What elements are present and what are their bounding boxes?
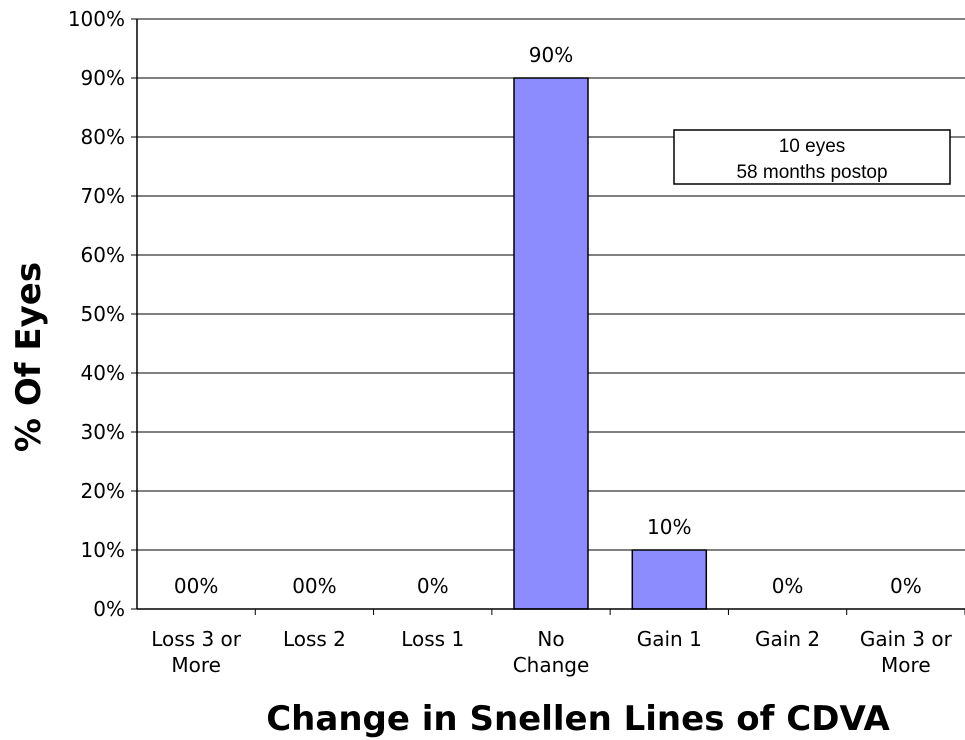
y-tick-label: 70% xyxy=(81,184,125,208)
category-label: Loss 2 xyxy=(283,627,346,651)
y-tick-label: 50% xyxy=(81,302,125,326)
category-label: Gain 1 xyxy=(637,627,702,651)
axes xyxy=(136,19,965,610)
data-label: 10% xyxy=(647,515,691,539)
y-tick-label: 10% xyxy=(81,538,125,562)
category-label: No xyxy=(537,627,564,651)
y-tick-label: 0% xyxy=(93,597,125,621)
y-tick-label: 40% xyxy=(81,361,125,385)
category-label: More xyxy=(881,653,931,677)
y-axis-label: % Of Eyes xyxy=(9,262,49,452)
y-tick-label: 100% xyxy=(68,7,125,31)
data-label: 0% xyxy=(772,574,804,598)
annotation-line-2: 58 months postop xyxy=(736,162,887,183)
data-label: 0% xyxy=(890,574,922,598)
annotation-border xyxy=(673,129,951,185)
category-label: More xyxy=(171,653,221,677)
y-axis-ticks: 0% 10% 20% 30% 40% 50% 60% 70% 80% 90% 100% xyxy=(68,7,137,621)
data-label: 00% xyxy=(174,574,218,598)
y-tick-label: 30% xyxy=(81,420,125,444)
bars xyxy=(513,77,708,610)
y-tick-label: 90% xyxy=(81,66,125,90)
category-label: Gain 2 xyxy=(755,627,820,651)
y-tick-label: 80% xyxy=(81,125,125,149)
x-axis-label: Change in Snellen Lines of CDVA xyxy=(266,699,890,739)
data-label: 00% xyxy=(292,574,336,598)
y-tick-label: 20% xyxy=(81,479,125,503)
bar xyxy=(513,77,589,610)
data-label: 90% xyxy=(529,43,573,67)
bar xyxy=(631,549,708,610)
category-label: Change xyxy=(513,653,590,677)
category-label: Loss 1 xyxy=(401,627,464,651)
category-label: Loss 3 or xyxy=(151,627,242,651)
data-label: 0% xyxy=(417,574,449,598)
category-label: Gain 3 or xyxy=(860,627,953,651)
data-labels: 00% 00% 0% 90% 10% 0% 0% xyxy=(174,43,922,598)
annotation-box: 10 eyes 58 months postop xyxy=(673,129,951,185)
annotation-line-1: 10 eyes xyxy=(779,136,846,157)
y-tick-label: 60% xyxy=(81,243,125,267)
